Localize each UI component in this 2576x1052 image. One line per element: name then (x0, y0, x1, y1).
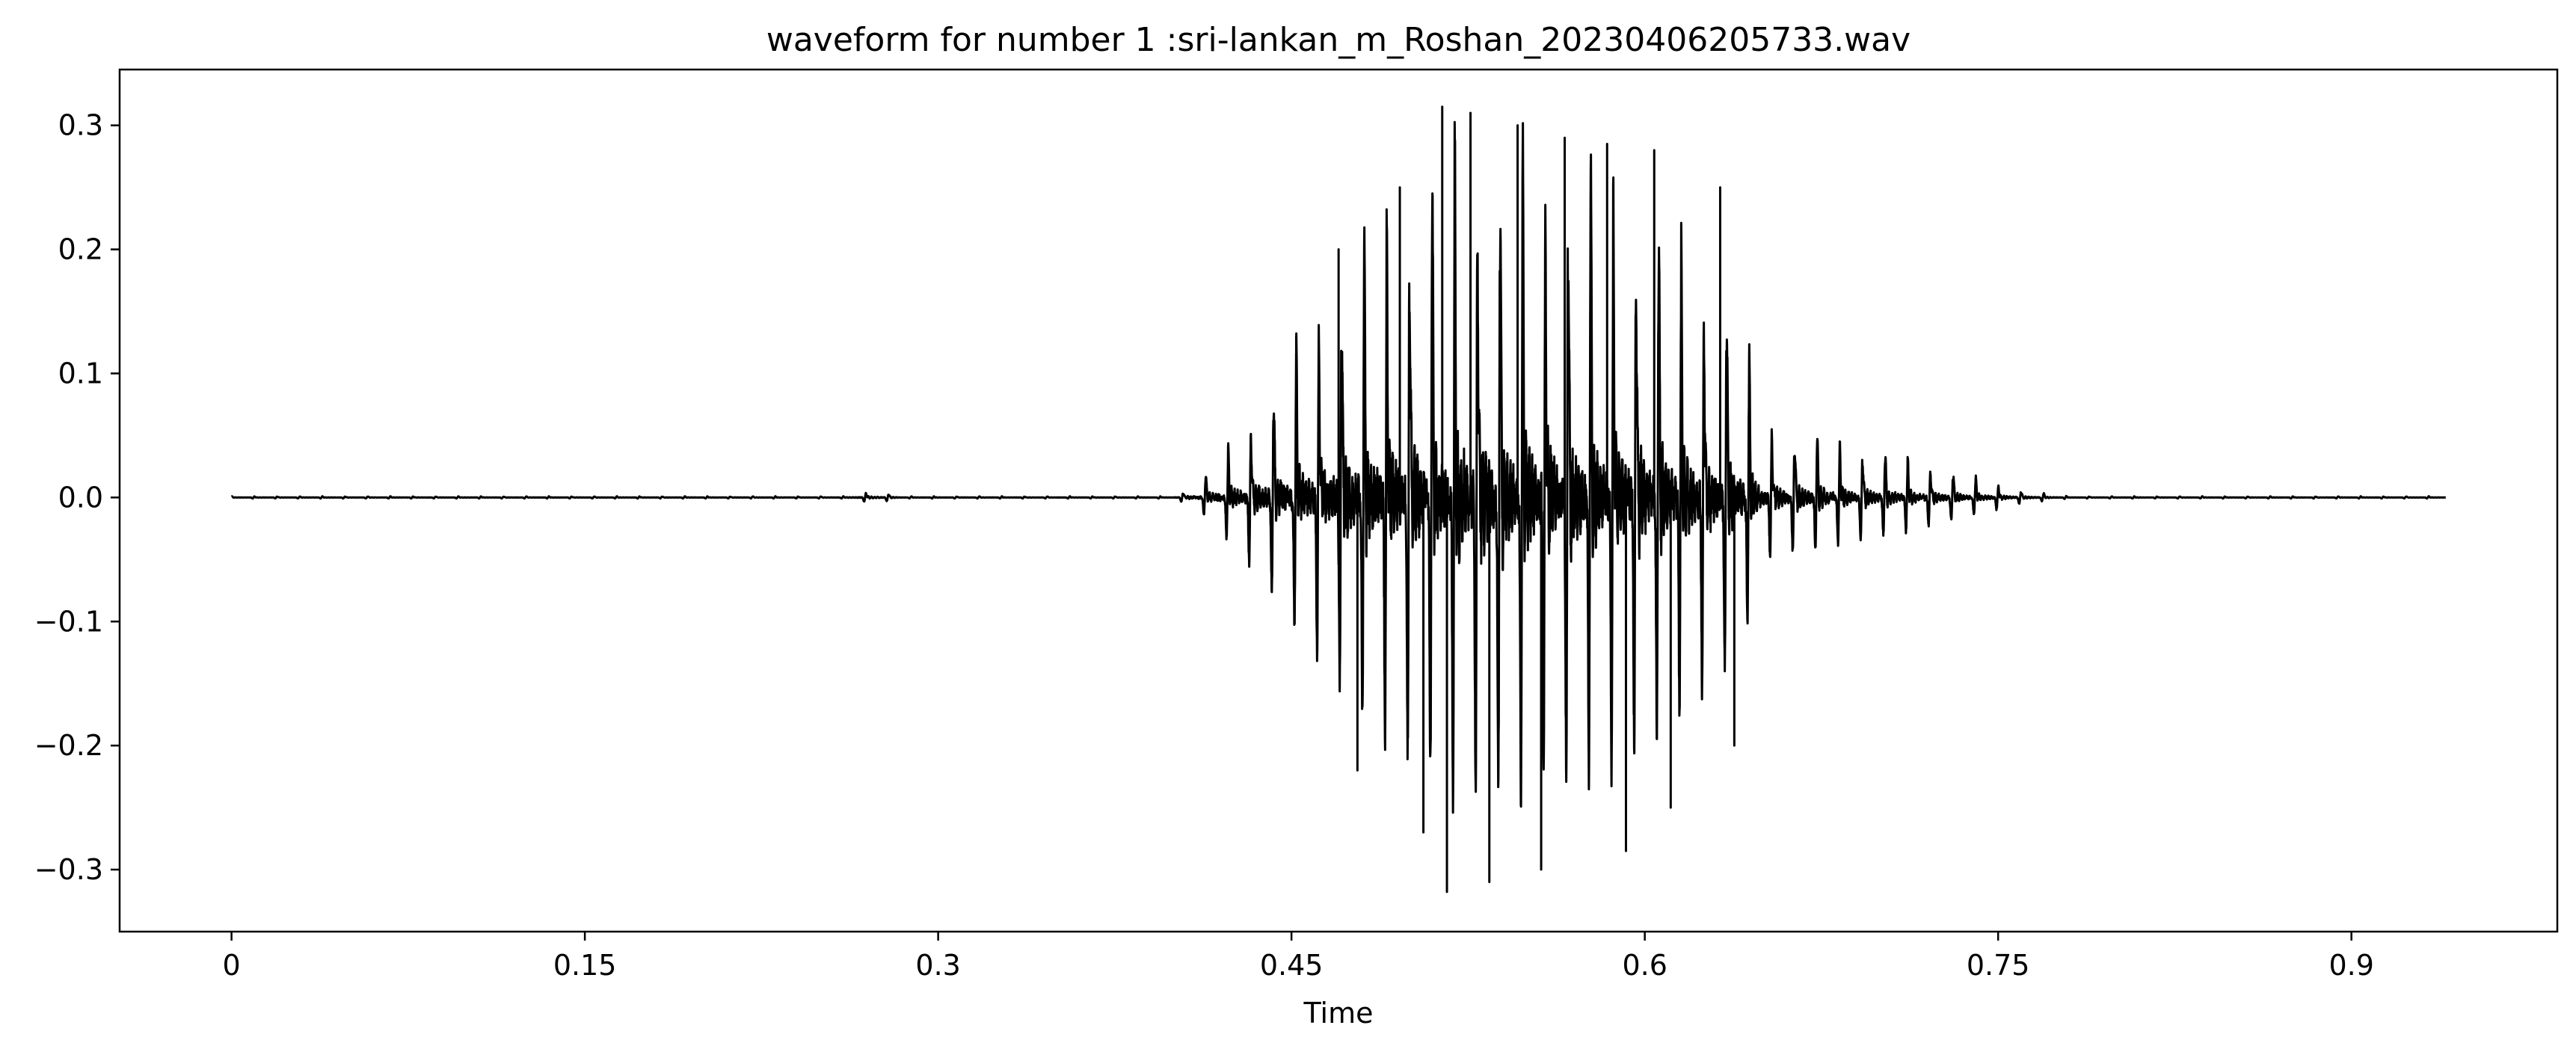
y-tick-label: 0.0 (58, 481, 103, 514)
chart-title: waveform for number 1 :sri-lankan_m_Rosh… (766, 21, 1911, 59)
x-tick-label: 0 (223, 949, 241, 982)
waveform-line (230, 105, 2447, 893)
x-tick-label: 0.75 (1967, 949, 2030, 982)
x-tick-label: 0.15 (553, 949, 617, 982)
x-tick-label: 0.9 (2328, 949, 2373, 982)
x-axis-label: Time (1303, 997, 1374, 1030)
x-tick-label: 0.3 (915, 949, 960, 982)
axes-frame (118, 68, 2559, 933)
x-tick-label: 0.45 (1260, 949, 1324, 982)
y-tick-label: −0.3 (34, 853, 103, 886)
x-tick-label: 0.6 (1622, 949, 1667, 982)
x-axis-ticks: 0 0.15 0.3 0.45 0.6 0.75 0.9 (223, 932, 2374, 982)
y-tick-label: −0.1 (34, 605, 103, 638)
y-tick-label: 0.1 (58, 357, 103, 390)
y-axis-ticks: −0.3 −0.2 −0.1 0.0 0.1 0.2 0.3 (34, 109, 120, 886)
plot-area (118, 68, 2559, 933)
y-tick-label: −0.2 (34, 729, 103, 762)
y-tick-label: 0.3 (58, 109, 103, 142)
y-tick-label: 0.2 (58, 233, 103, 266)
